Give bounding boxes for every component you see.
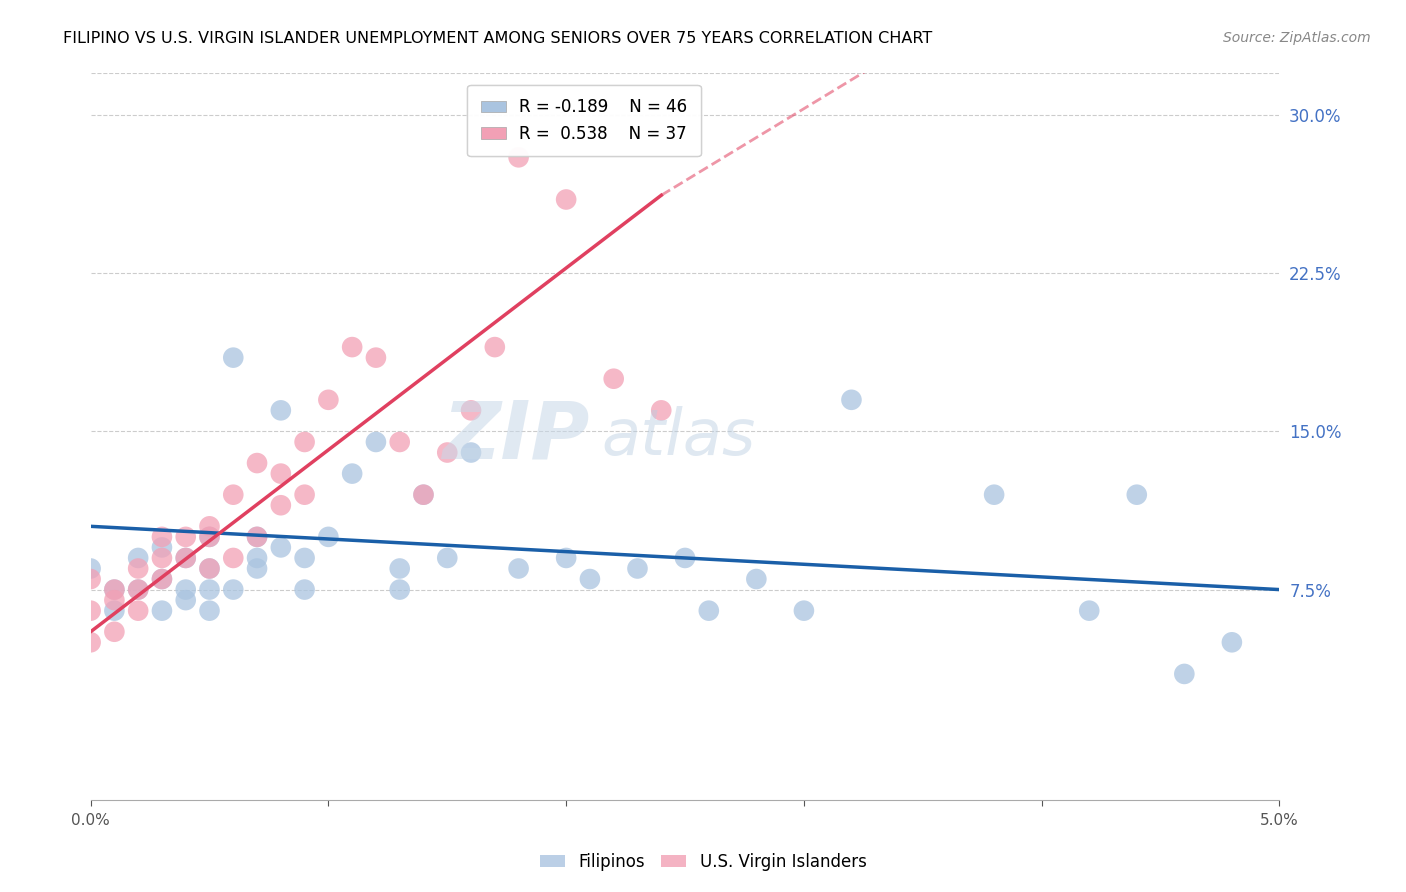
Point — [270, 403, 292, 417]
Point — [318, 530, 340, 544]
Point — [436, 551, 458, 566]
Point — [246, 551, 269, 566]
Point — [246, 530, 269, 544]
Point — [555, 193, 578, 207]
Point — [246, 561, 269, 575]
Point — [436, 445, 458, 459]
Point — [198, 561, 221, 575]
Point — [294, 551, 316, 566]
Point — [1126, 488, 1149, 502]
Point — [150, 541, 173, 555]
Point — [174, 551, 197, 566]
Point — [508, 561, 530, 575]
Point — [198, 530, 221, 544]
Point — [79, 635, 101, 649]
Point — [198, 519, 221, 533]
Point — [103, 604, 125, 618]
Point — [793, 604, 815, 618]
Point — [626, 561, 648, 575]
Point — [579, 572, 602, 586]
Point — [460, 445, 482, 459]
Point — [222, 551, 245, 566]
Point — [222, 351, 245, 365]
Point — [983, 488, 1005, 502]
Point — [150, 572, 173, 586]
Point — [127, 604, 149, 618]
Point — [270, 467, 292, 481]
Point — [174, 593, 197, 607]
Point — [150, 551, 173, 566]
Point — [270, 541, 292, 555]
Point — [412, 488, 434, 502]
Point — [222, 488, 245, 502]
Point — [294, 488, 316, 502]
Legend: R = -0.189    N = 46, R =  0.538    N = 37: R = -0.189 N = 46, R = 0.538 N = 37 — [467, 85, 700, 156]
Point — [650, 403, 672, 417]
Text: Source: ZipAtlas.com: Source: ZipAtlas.com — [1223, 31, 1371, 45]
Point — [270, 498, 292, 512]
Point — [174, 530, 197, 544]
Point — [198, 604, 221, 618]
Point — [555, 551, 578, 566]
Point — [150, 530, 173, 544]
Point — [222, 582, 245, 597]
Point — [484, 340, 506, 354]
Point — [79, 604, 101, 618]
Point — [388, 561, 411, 575]
Point — [246, 530, 269, 544]
Point — [127, 551, 149, 566]
Point — [697, 604, 720, 618]
Point — [150, 572, 173, 586]
Point — [174, 551, 197, 566]
Point — [1078, 604, 1101, 618]
Point — [364, 351, 387, 365]
Point — [103, 582, 125, 597]
Point — [364, 434, 387, 449]
Point — [150, 604, 173, 618]
Point — [79, 561, 101, 575]
Point — [673, 551, 696, 566]
Point — [318, 392, 340, 407]
Point — [602, 372, 624, 386]
Point — [388, 434, 411, 449]
Text: ZIP: ZIP — [443, 398, 591, 475]
Point — [1173, 667, 1195, 681]
Point — [198, 561, 221, 575]
Point — [1220, 635, 1243, 649]
Point — [79, 572, 101, 586]
Legend: Filipinos, U.S. Virgin Islanders: Filipinos, U.S. Virgin Islanders — [531, 845, 875, 880]
Point — [127, 582, 149, 597]
Point — [198, 582, 221, 597]
Point — [103, 624, 125, 639]
Point — [294, 582, 316, 597]
Point — [340, 467, 363, 481]
Point — [412, 488, 434, 502]
Point — [745, 572, 768, 586]
Point — [388, 582, 411, 597]
Point — [174, 582, 197, 597]
Point — [103, 593, 125, 607]
Point — [841, 392, 863, 407]
Point — [460, 403, 482, 417]
Point — [127, 582, 149, 597]
Point — [127, 561, 149, 575]
Point — [294, 434, 316, 449]
Point — [103, 582, 125, 597]
Point — [246, 456, 269, 470]
Point — [198, 530, 221, 544]
Point — [340, 340, 363, 354]
Text: FILIPINO VS U.S. VIRGIN ISLANDER UNEMPLOYMENT AMONG SENIORS OVER 75 YEARS CORREL: FILIPINO VS U.S. VIRGIN ISLANDER UNEMPLO… — [63, 31, 932, 46]
Text: atlas: atlas — [602, 406, 756, 467]
Point — [508, 150, 530, 164]
